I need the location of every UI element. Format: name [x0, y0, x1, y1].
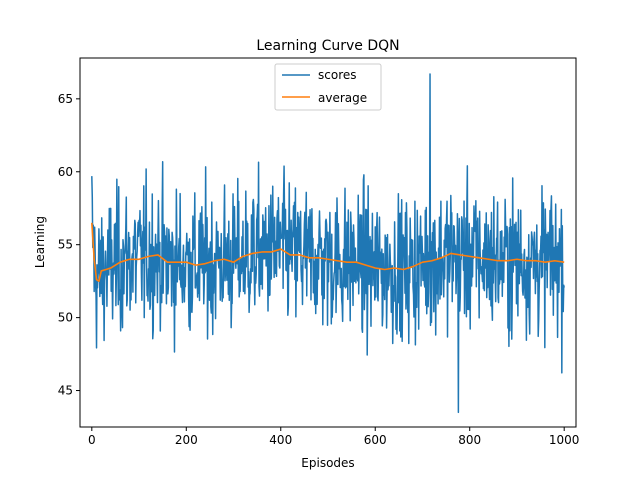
- y-tick-label: 45: [58, 384, 73, 398]
- y-axis-ticks: 45 50 55 60 65: [58, 92, 80, 398]
- y-tick-label: 65: [58, 92, 73, 106]
- y-tick-label: 50: [58, 311, 73, 325]
- y-tick-label: 55: [58, 238, 73, 252]
- x-tick-label: 800: [458, 433, 481, 447]
- legend-label-scores: scores: [318, 68, 357, 82]
- legend: scores average: [274, 63, 382, 111]
- x-tick-label: 400: [269, 433, 292, 447]
- y-axis-label: Learning: [33, 216, 47, 268]
- chart-title: Learning Curve DQN: [256, 38, 399, 54]
- y-tick-label: 60: [58, 165, 73, 179]
- plot-frame: [79, 57, 577, 428]
- x-tick-label: 600: [364, 433, 387, 447]
- legend-label-average: average: [318, 91, 367, 105]
- plot-lines: [91, 73, 565, 414]
- series-line-average: [91, 222, 565, 282]
- x-tick-label: 200: [175, 433, 198, 447]
- x-axis-label: Episodes: [301, 456, 354, 470]
- series-line-scores: [91, 73, 565, 414]
- x-tick-label: 0: [88, 433, 96, 447]
- x-axis-ticks: 0 200 400 600 800 1000: [88, 427, 579, 447]
- x-tick-label: 1000: [549, 433, 580, 447]
